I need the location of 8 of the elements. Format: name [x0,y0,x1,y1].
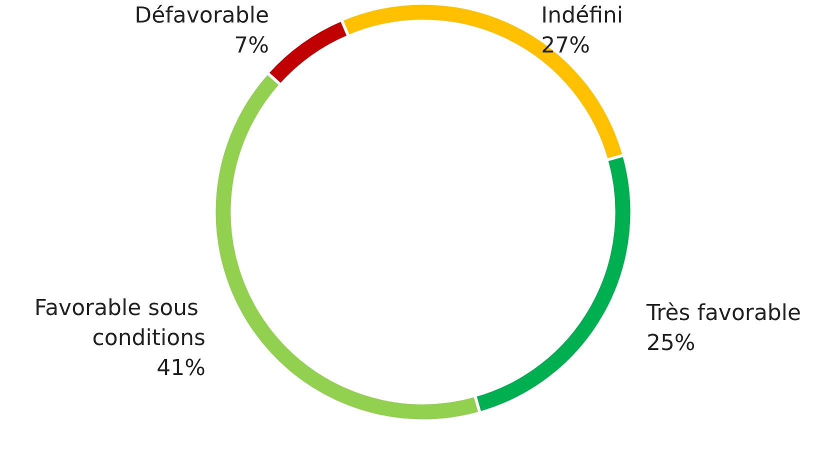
slice-label: Indéfini [541,4,624,28]
data-label: 7% [234,34,269,58]
data-label: 25% [646,330,696,356]
data-label: 41% [156,356,206,382]
slice-label: Très favorable [645,300,802,326]
slice-label: Favorable sous conditions [34,296,206,352]
slice-label: Défavorable [134,4,269,28]
data-label: 27% [541,34,590,58]
